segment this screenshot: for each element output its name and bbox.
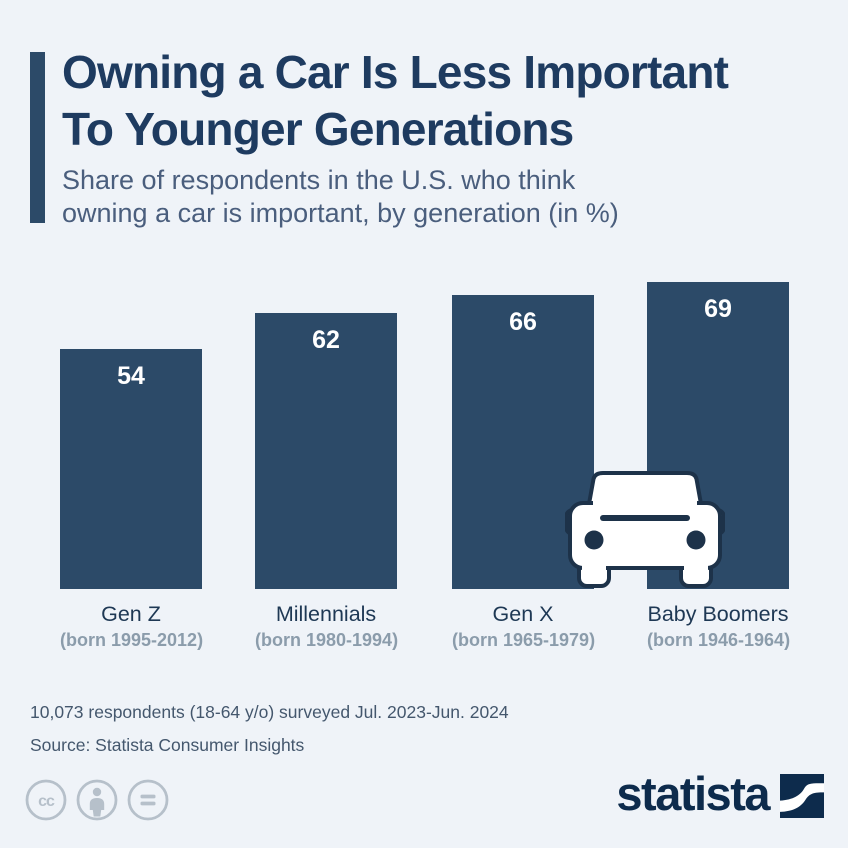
- chart-subtitle: Share of respondents in the U.S. who thi…: [62, 164, 619, 230]
- title-line-2: To Younger Generations: [62, 103, 574, 155]
- title-line-1: Owning a Car Is Less Important: [62, 46, 729, 98]
- title-accent-bar: [30, 52, 45, 223]
- survey-note: 10,073 respondents (18-64 y/o) surveyed …: [30, 702, 509, 722]
- car-icon: [564, 470, 726, 589]
- category-label-gen-z: Gen Z (born 1995-2012): [60, 602, 204, 651]
- bar-gen-z: 54: [60, 349, 202, 589]
- subtitle-line-2: owning a car is important, by generation…: [62, 198, 619, 228]
- category-label-gen-x: Gen X (born 1965-1979): [452, 602, 596, 651]
- category-name-millennials: Millennials: [275, 602, 377, 626]
- category-birth-years-baby-boomers: (born 1946-1964): [647, 630, 791, 650]
- svg-text:cc: cc: [38, 793, 55, 810]
- category-name-baby-boomers: Baby Boomers: [647, 602, 789, 626]
- attribution-icon: [76, 779, 118, 821]
- category-label-baby-boomers: Baby Boomers (born 1946-1964): [647, 602, 791, 651]
- category-label-millennials: Millennials (born 1980-1994): [255, 602, 399, 651]
- bar-value-label-baby-boomers: 69: [704, 295, 732, 323]
- license-icons: cc: [25, 779, 169, 821]
- category-birth-years-gen-x: (born 1965-1979): [452, 630, 596, 650]
- bar-value-label-gen-x: 66: [509, 308, 537, 336]
- category-name-gen-x: Gen X: [492, 602, 554, 626]
- bar-value-label-millennials: 62: [312, 326, 340, 354]
- page-title: Owning a Car Is Less Important To Younge…: [62, 44, 729, 158]
- equals-icon: [127, 779, 169, 821]
- subtitle-line-1: Share of respondents in the U.S. who thi…: [62, 165, 576, 195]
- cc-icon: cc: [25, 779, 67, 821]
- bar-value-label-gen-z: 54: [117, 362, 145, 390]
- bar-millennials: 62: [255, 313, 397, 589]
- statista-logo: statista: [616, 767, 824, 820]
- category-birth-years-millennials: (born 1980-1994): [255, 630, 399, 650]
- source-note: Source: Statista Consumer Insights: [30, 735, 305, 755]
- category-birth-years-gen-z: (born 1995-2012): [60, 630, 204, 650]
- category-labels-row: Gen Z (born 1995-2012) Millennials (born 19…: [60, 602, 791, 662]
- statista-logo-mark: [780, 773, 824, 818]
- statista-wordmark: statista: [616, 767, 770, 820]
- category-name-gen-z: Gen Z: [101, 602, 161, 626]
- bar-chart-plot: 54 62 66 69: [60, 245, 789, 589]
